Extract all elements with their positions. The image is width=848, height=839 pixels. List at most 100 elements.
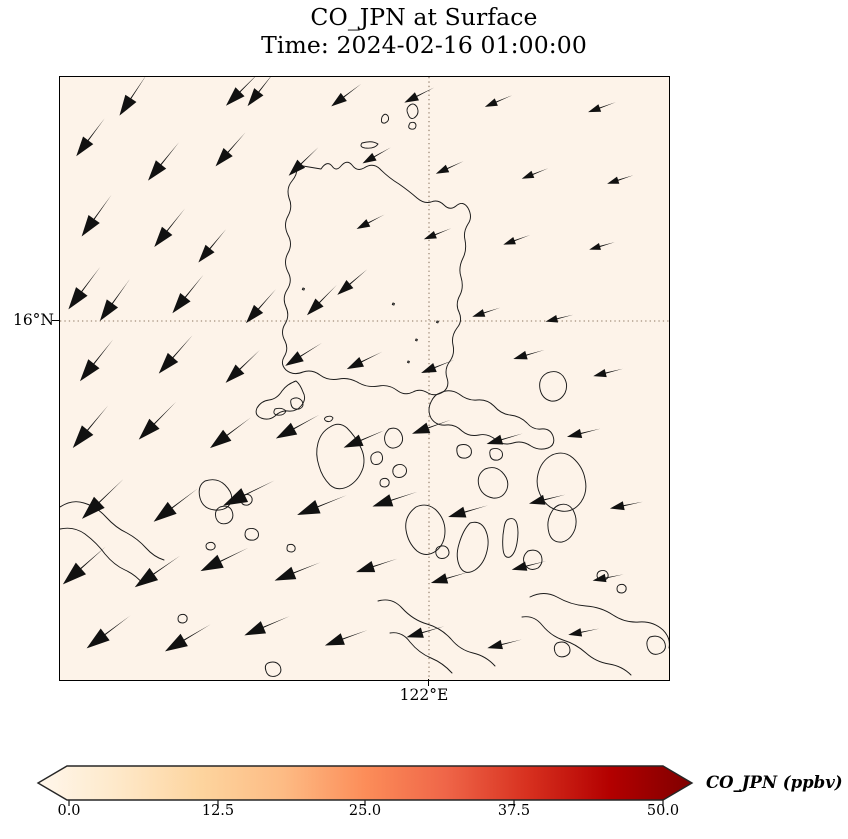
- map-vector-layer: [60, 77, 669, 680]
- coast-interior-dot-1: [391, 302, 395, 306]
- coast-luzon: [281, 161, 471, 396]
- coast-islet-c1: [324, 415, 334, 423]
- wind-arrow: [356, 558, 398, 573]
- coast-leyte: [547, 503, 577, 543]
- wind-arrow: [119, 77, 146, 116]
- wind-arrow: [545, 314, 574, 323]
- coast-islet-c2: [205, 541, 216, 551]
- wind-arrow: [306, 285, 337, 316]
- wind-arrow: [275, 414, 320, 439]
- wind-arrow: [79, 339, 114, 382]
- wind-arrow: [86, 615, 131, 649]
- wind-arrow: [245, 289, 276, 324]
- coast-cebu: [502, 518, 519, 558]
- coastlines: [60, 103, 669, 677]
- wind-arrow: [223, 480, 275, 506]
- wind-arrow: [134, 555, 181, 588]
- wind-arrow: [154, 208, 185, 248]
- coast-lubang: [273, 407, 287, 416]
- coast-mindanao-north: [529, 593, 669, 649]
- colorbar-tick-label-1: 12.5: [201, 803, 235, 819]
- wind-arrow: [324, 630, 368, 646]
- coast-interior-dot-5: [301, 287, 305, 291]
- wind-arrow: [81, 194, 112, 237]
- wind-arrow: [244, 616, 290, 636]
- wind-arrow: [513, 349, 545, 360]
- coast-masbate: [477, 467, 509, 499]
- wind-arrow: [593, 368, 623, 378]
- wind-arrow: [297, 495, 347, 515]
- map-plot-area[interactable]: [59, 76, 670, 681]
- wind-arrow: [225, 77, 255, 106]
- coast-palawan-ne-inner: [60, 527, 144, 585]
- coast-bohol: [523, 549, 543, 570]
- coast-palawan-ne: [60, 501, 165, 561]
- wind-arrow: [435, 161, 464, 174]
- wind-arrow: [81, 479, 124, 519]
- wind-arrow: [430, 571, 469, 584]
- coast-islet-s6: [177, 613, 188, 624]
- colorbar[interactable]: 0.0 12.5 25.0 37.5 50.0 CO_JPN (ppbv): [0, 755, 848, 839]
- wind-arrow: [99, 279, 130, 321]
- wind-arrow: [511, 561, 547, 571]
- colorbar-tick-label-0: 0.0: [57, 803, 81, 819]
- wind-arrow: [487, 639, 522, 650]
- colorbar-tick-label-4: 50.0: [646, 803, 680, 819]
- wind-arrow: [406, 626, 445, 638]
- coast-burias: [456, 444, 472, 459]
- wind-arrow: [200, 547, 249, 572]
- coast-cuyo: [244, 527, 259, 541]
- coast-culion: [215, 505, 234, 525]
- wind-arrow: [372, 491, 418, 507]
- coast-islet-n3: [406, 103, 419, 119]
- wind-arrow: [568, 628, 600, 637]
- wind-arrow: [274, 562, 321, 581]
- wind-arrow: [288, 147, 319, 176]
- wind-arrow: [76, 118, 105, 157]
- wind-arrow: [589, 242, 615, 250]
- wind-arrow: [472, 307, 501, 317]
- wind-arrow: [588, 102, 616, 113]
- wind-arrow: [343, 429, 386, 448]
- wind-arrow: [62, 546, 106, 585]
- coast-islet-n2: [360, 141, 379, 149]
- wind-arrow: [148, 142, 180, 181]
- coast-manila-bay-inlet: [290, 397, 304, 410]
- wind-arrow: [164, 624, 211, 652]
- wind-arrow: [68, 266, 101, 310]
- colorbar-tick-label-2: 25.0: [348, 803, 382, 819]
- wind-arrow: [247, 77, 271, 107]
- y-tick-label-16n: 16°N: [12, 311, 54, 329]
- coast-samar: [536, 452, 587, 512]
- x-tick-mark-122e: [427, 679, 429, 686]
- wind-arrow: [421, 359, 455, 373]
- coast-mindanao-inner: [521, 616, 632, 676]
- wind-arrow: [423, 228, 452, 240]
- coast-negros: [456, 521, 489, 573]
- wind-arrow: [285, 342, 323, 366]
- coast-romblon: [379, 477, 390, 488]
- coast-tablas: [370, 451, 384, 465]
- coast-busuanga: [198, 479, 233, 511]
- coast-islet-s7: [264, 661, 282, 677]
- wind-arrow: [225, 350, 260, 383]
- coast-islet-s4: [435, 545, 450, 559]
- colorbar-tick-label-3: 37.5: [497, 803, 531, 819]
- y-tick-mark-16n: [52, 319, 59, 321]
- wind-arrow: [404, 87, 435, 103]
- wind-arrow: [503, 234, 531, 245]
- wind-arrow: [138, 401, 177, 440]
- colorbar-gradient-bar[interactable]: [36, 765, 694, 801]
- x-tick-label-122e: 122°E: [399, 686, 449, 704]
- coast-marinduque: [384, 427, 404, 449]
- wind-arrow: [356, 214, 385, 229]
- wind-arrow: [486, 433, 523, 445]
- wind-arrow: [609, 501, 643, 511]
- wind-arrow: [529, 494, 566, 505]
- coast-sulu-arc: [377, 599, 496, 667]
- wind-arrow: [607, 175, 634, 184]
- title-main-line: CO_JPN at Surface: [310, 3, 538, 31]
- wind-arrow: [362, 147, 391, 164]
- figure-title: CO_JPN at Surface Time: 2024-02-16 01:00…: [0, 3, 848, 59]
- coast-islet-s5: [286, 543, 296, 553]
